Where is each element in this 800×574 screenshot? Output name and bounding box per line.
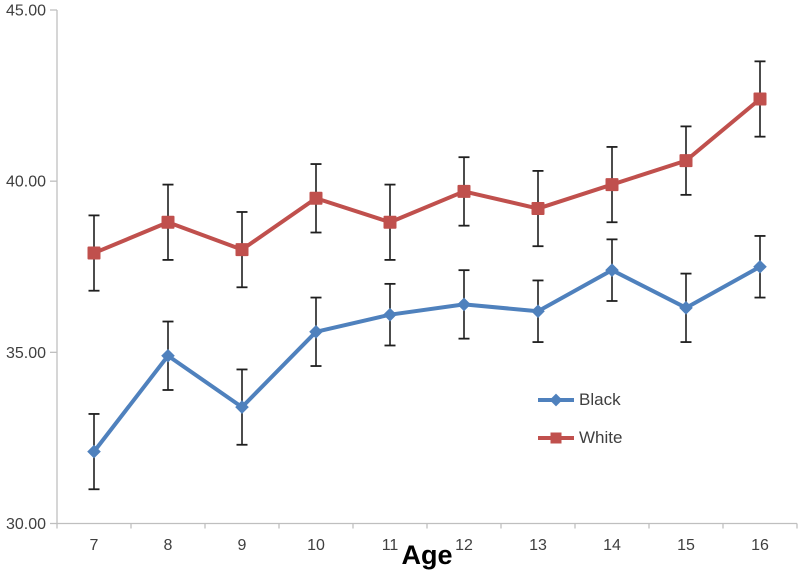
diamond-marker-icon [605, 263, 619, 277]
square-marker-icon [161, 215, 175, 229]
x-tick-label: 15 [677, 537, 695, 554]
legend-swatch-white [538, 428, 574, 447]
diamond-markers [87, 259, 767, 459]
x-axis-title: Age [401, 540, 453, 570]
legend-label-black: Black [579, 390, 621, 409]
x-tick-label: 7 [90, 537, 99, 554]
diamond-marker-icon [383, 307, 397, 322]
y-tick-label: 40.00 [6, 174, 46, 191]
legend: Black White [538, 390, 622, 447]
series-white [87, 60, 767, 292]
square-marker-icon [235, 243, 249, 257]
square-marker-icon [605, 178, 619, 192]
square-marker-icon [457, 184, 471, 198]
square-marker-icon [753, 92, 767, 106]
series-line [92, 264, 762, 454]
square-marker-icon [87, 246, 101, 260]
square-markers [87, 92, 767, 260]
x-tick-label: 11 [382, 537, 399, 554]
diamond-marker-icon [457, 297, 471, 312]
legend-item-black: Black [538, 390, 622, 409]
square-marker-icon [531, 202, 545, 216]
error-bars [88, 235, 766, 491]
axes: 30.00 35.00 40.00 45.00 7 8 9 10 11 12 13 14 15 16 [6, 3, 798, 554]
diamond-marker-icon [679, 301, 693, 315]
diamond-marker-icon [309, 324, 323, 339]
x-tick-label: 13 [529, 537, 547, 554]
legend-label-white: White [579, 428, 623, 447]
y-tick-label: 30.00 [6, 516, 46, 533]
x-tick-label: 9 [238, 537, 247, 554]
square-marker-icon [383, 215, 397, 229]
square-marker-icon [550, 432, 562, 443]
series-line [92, 97, 762, 256]
x-tick-label: 16 [751, 537, 769, 554]
x-tick-label: 10 [307, 537, 325, 554]
diamond-marker-icon [87, 444, 101, 459]
diamond-marker-icon [753, 259, 767, 274]
x-tick-label: 8 [164, 537, 173, 554]
diamond-marker-icon [235, 400, 249, 414]
series-black [87, 235, 767, 491]
y-tick-label: 35.00 [6, 345, 46, 362]
square-marker-icon [679, 154, 693, 168]
legend-swatch-black [538, 390, 574, 409]
y-tick-label: 45.00 [6, 3, 46, 20]
diamond-marker-icon [549, 393, 563, 406]
x-tick-label: 14 [603, 537, 621, 554]
square-marker-icon [309, 191, 323, 205]
diamond-marker-icon [161, 348, 175, 363]
error-bars [88, 60, 766, 292]
diamond-marker-icon [531, 304, 545, 319]
x-tick-label: 12 [455, 537, 473, 554]
legend-item-white: White [538, 428, 622, 447]
